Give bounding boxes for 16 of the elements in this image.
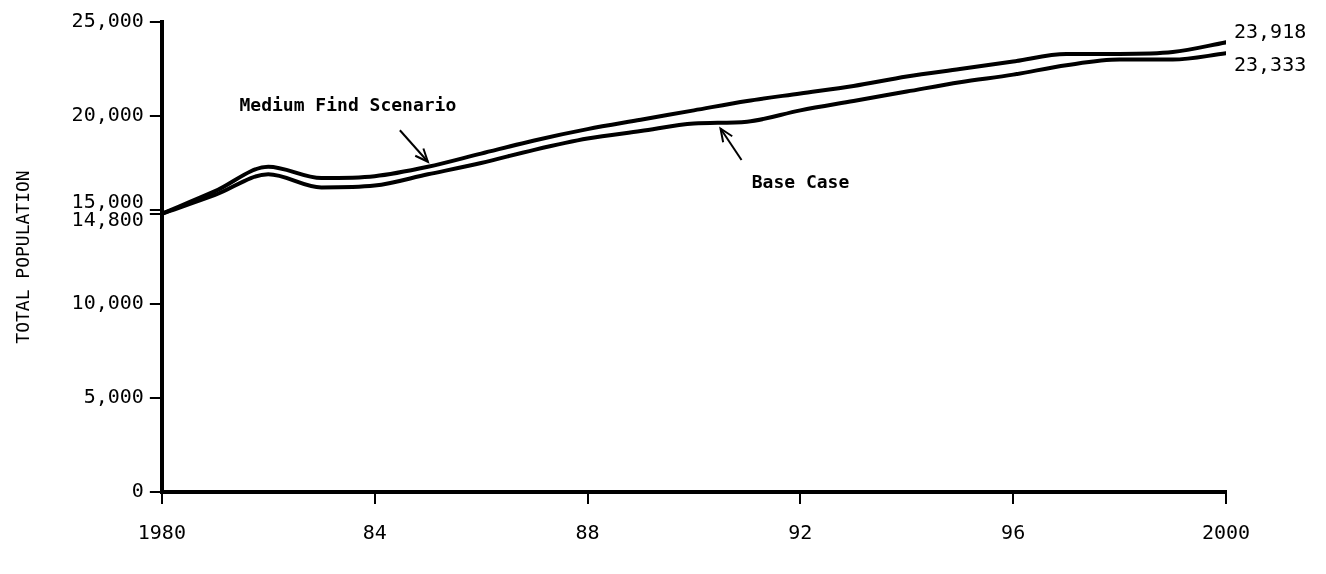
x-tick-label: 84 [362, 520, 387, 545]
y-tick-label: 25,000 [71, 8, 144, 33]
y-tick-label: 5,000 [83, 384, 144, 409]
x-tick-label: 1980 [137, 520, 186, 545]
data-label: 23,918 [1234, 18, 1307, 43]
x-tick-label: 96 [1001, 520, 1026, 545]
text: Medium Find Scenario [239, 94, 457, 116]
y-tick-label: 20,000 [71, 102, 144, 127]
x-tick-label: 2000 [1201, 520, 1251, 545]
y-tick-label: 0 [131, 478, 144, 503]
data-label: 23,333 [1234, 51, 1307, 76]
y-tick-label: 10,000 [71, 290, 144, 315]
y-axis-title: TOTAL POPULATION [12, 170, 34, 344]
text: Base Case [751, 171, 850, 193]
x-tick-label: 92 [788, 520, 813, 545]
x-tick-label: 88 [575, 520, 600, 545]
